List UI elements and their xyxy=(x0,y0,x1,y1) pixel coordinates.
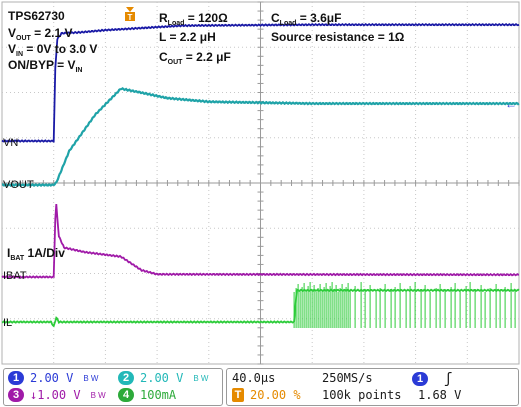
ch3-badge: 3 xyxy=(8,388,24,402)
trigger-marker-label: T xyxy=(128,13,133,22)
trace-ibat xyxy=(1,204,519,279)
inductor-label: L = 2.2 μH xyxy=(159,30,216,44)
trigger-level-setting[interactable]: 1.68 V xyxy=(418,388,461,402)
ibat-scale-label: IBAT 1A/Div xyxy=(7,246,65,262)
trace-il xyxy=(1,288,520,328)
trigger-setting[interactable]: 1 ʃ xyxy=(412,371,452,387)
vout-label: VOUT = 2.1 V xyxy=(8,26,73,42)
trace-label-il: IL xyxy=(3,317,12,329)
trigger-position-marker: T xyxy=(125,7,135,22)
ch3-bw-limit: B W xyxy=(90,390,106,400)
vin-label: VIN = 0V to 3.0 V xyxy=(8,42,97,58)
trace-vn xyxy=(1,22,520,143)
time-per-div: 40.0μs xyxy=(232,371,276,385)
timebase-setting[interactable]: 40.0μs xyxy=(232,371,275,385)
trace-label-vout: VOUT xyxy=(3,179,34,191)
ch4-badge: 4 xyxy=(118,388,134,402)
ch1-bw-limit: B W xyxy=(83,373,99,383)
scope-status-bar: 1 2.00 V B W 2 2.00 V B W 3 ↓1.00 V B W … xyxy=(0,366,521,407)
ch1-badge: 1 xyxy=(8,371,24,385)
trigger-pos-icon: T xyxy=(232,388,244,402)
trigger-level-arrow: ← xyxy=(505,97,517,111)
sample-rate: 250MS/s xyxy=(322,371,373,385)
rload-label: RLoad = 120Ω xyxy=(159,11,228,27)
ch4-scale: 100mA xyxy=(140,388,177,402)
traces xyxy=(1,22,520,328)
trigger-position-setting[interactable]: T 20.00 % xyxy=(232,388,301,402)
ch2-badge: 2 xyxy=(118,371,134,385)
trace-vout xyxy=(1,87,520,187)
record-length-setting[interactable]: 100k points xyxy=(322,388,401,402)
source-resistance-label: Source resistance = 1Ω xyxy=(271,30,405,44)
trigger-position: 20.00 % xyxy=(250,388,301,402)
ch2-bw-limit: B W xyxy=(193,373,209,383)
ch4-setting[interactable]: 4 100mA xyxy=(118,388,176,402)
device-label: TPS62730 xyxy=(8,9,65,23)
il-switching-burst xyxy=(293,282,516,328)
ch1-setting[interactable]: 1 2.00 V B W xyxy=(8,371,98,385)
trigger-level: 1.68 V xyxy=(418,388,462,402)
cload-label: CLoad = 3.6μF xyxy=(271,11,341,27)
ch3-scale: ↓1.00 V xyxy=(30,388,81,402)
oscilloscope-display: T ← TPS62730 VOUT = 2.1 V VIN = 0V to 3.… xyxy=(0,0,521,366)
ch1-scale: 2.00 V xyxy=(30,371,74,385)
sample-rate-setting[interactable]: 250MS/s xyxy=(322,371,373,385)
ch3-setting[interactable]: 3 ↓1.00 V B W xyxy=(8,388,106,402)
trace-label-ibat: IBAT xyxy=(3,270,27,282)
timebase-box xyxy=(226,368,519,406)
record-length: 100k points xyxy=(322,388,402,402)
trigger-slope-icon: ʃ xyxy=(444,371,453,387)
grid xyxy=(1,1,520,365)
channel-settings-box xyxy=(3,368,223,406)
ch2-setting[interactable]: 2 2.00 V B W xyxy=(118,371,208,385)
trace-label-vn: VN xyxy=(3,137,18,149)
ch2-scale: 2.00 V xyxy=(140,371,184,385)
trigger-source-badge: 1 xyxy=(412,372,428,386)
cout-label: COUT = 2.2 μF xyxy=(159,50,231,66)
onbyp-label: ON/BYP = VIN xyxy=(8,58,82,74)
